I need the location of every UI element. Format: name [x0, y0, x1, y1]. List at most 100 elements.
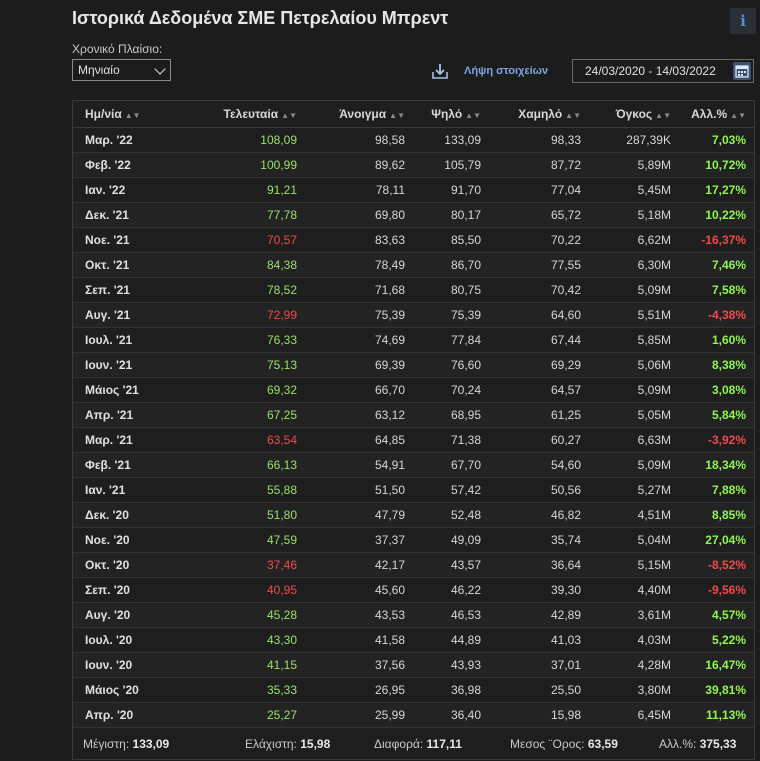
cell-open: 74,69: [305, 327, 413, 353]
cell-chg: 10,72%: [679, 152, 754, 178]
col-header-last[interactable]: Τελευταία ▲▼: [169, 101, 305, 128]
cell-last: 67,25: [169, 402, 305, 428]
sort-icon: ▲▼: [124, 111, 141, 120]
cell-chg: 39,81%: [679, 677, 754, 703]
cell-open: 37,37: [305, 527, 413, 553]
cell-low: 36,64: [489, 552, 589, 578]
cell-open: 78,11: [305, 177, 413, 203]
cell-vol: 5,15M: [589, 552, 679, 578]
cell-vol: 5,51M: [589, 302, 679, 328]
cell-vol: 5,89M: [589, 152, 679, 178]
cell-date: Σεπ. '20: [73, 577, 169, 603]
cell-last: 55,88: [169, 477, 305, 503]
col-header-volume[interactable]: Όγκος ▲▼: [589, 101, 679, 128]
table-row: Μάιος '21 69,32 66,70 70,24 64,57 5,09M 3,08%: [73, 377, 754, 403]
cell-date: Φεβ. '21: [73, 452, 169, 478]
cell-last: 72,99: [169, 302, 305, 328]
summary-diff: Διαφορά: 117,11: [374, 737, 462, 751]
calendar-button[interactable]: [733, 62, 751, 80]
sort-icon: ▲▼: [565, 111, 581, 120]
cell-low: 60,27: [489, 427, 589, 453]
cell-low: 25,50: [489, 677, 589, 703]
cell-vol: 4,51M: [589, 502, 679, 528]
timeframe-value: Μηνιαίο: [78, 63, 120, 77]
timeframe-select[interactable]: Μηνιαίο: [72, 59, 171, 81]
cell-date: Μάιος '20: [73, 677, 169, 703]
page-title: Ιστορικά Δεδομένα ΣΜΕ Πετρελαίου Μπρεντ: [72, 8, 449, 28]
cell-open: 69,80: [305, 202, 413, 228]
cell-low: 46,82: [489, 502, 589, 528]
table-row: Ιουλ. '20 43,30 41,58 44,89 41,03 4,03M 5,22%: [73, 627, 754, 653]
cell-high: 86,70: [413, 252, 489, 278]
table-row: Αυγ. '20 45,28 43,53 46,53 42,89 3,61M 4,57%: [73, 602, 754, 628]
cell-vol: 5,09M: [589, 452, 679, 478]
col-header-change[interactable]: Αλλ.% ▲▼: [679, 101, 754, 128]
cell-date: Νοε. '21: [73, 227, 169, 253]
table-row: Ιαν. '21 55,88 51,50 57,42 50,56 5,27M 7,88%: [73, 477, 754, 503]
sort-icon: ▲▼: [465, 111, 481, 120]
cell-vol: 5,04M: [589, 527, 679, 553]
table-row: Απρ. '20 25,27 25,99 36,40 15,98 6,45M 11,13%: [73, 702, 754, 728]
cell-vol: 3,61M: [589, 602, 679, 628]
table-row: Ιουλ. '21 76,33 74,69 77,84 67,44 5,85M 1,60%: [73, 327, 754, 353]
cell-last: 43,30: [169, 627, 305, 653]
cell-vol: 5,05M: [589, 402, 679, 428]
cell-vol: 5,45M: [589, 177, 679, 203]
cell-high: 71,38: [413, 427, 489, 453]
cell-low: 39,30: [489, 577, 589, 603]
cell-last: 77,78: [169, 202, 305, 228]
col-header-date[interactable]: Ημ/νία ▲▼: [73, 101, 169, 128]
info-icon: i: [740, 12, 746, 30]
table-row: Μάιος '20 35,33 26,95 36,98 25,50 3,80M 39,81%: [73, 677, 754, 703]
sort-icon: ▲▼: [389, 111, 405, 120]
cell-high: 67,70: [413, 452, 489, 478]
cell-high: 85,50: [413, 227, 489, 253]
sort-icon: ▲▼: [730, 111, 746, 120]
cell-vol: 287,39K: [589, 127, 679, 153]
table-row: Σεπ. '21 78,52 71,68 80,75 70,42 5,09M 7,58%: [73, 277, 754, 303]
date-range-picker[interactable]: 24/03/2020 - 14/03/2022: [572, 59, 754, 83]
col-header-low[interactable]: Χαμηλό ▲▼: [489, 101, 589, 128]
table-row: Ιουν. '21 75,13 69,39 76,60 69,29 5,06M 8,38%: [73, 352, 754, 378]
info-button[interactable]: i: [730, 8, 756, 34]
cell-date: Νοε. '20: [73, 527, 169, 553]
cell-open: 41,58: [305, 627, 413, 653]
download-data-label: Λήψη στοιχείων: [464, 65, 549, 77]
cell-low: 87,72: [489, 152, 589, 178]
cell-high: 46,53: [413, 602, 489, 628]
table-header-row: Ημ/νία ▲▼ Τελευταία ▲▼ Άνοιγμα ▲▼ Ψηλό ▲▼ Χα…: [73, 101, 754, 128]
col-header-high[interactable]: Ψηλό ▲▼: [413, 101, 489, 128]
cell-last: 69,32: [169, 377, 305, 403]
cell-vol: 4,03M: [589, 627, 679, 653]
cell-chg: -3,92%: [679, 427, 754, 453]
cell-open: 42,17: [305, 552, 413, 578]
timeframe-label: Χρονικό Πλαίσιο:: [72, 42, 163, 56]
cell-chg: 7,58%: [679, 277, 754, 303]
cell-high: 76,60: [413, 352, 489, 378]
cell-last: 47,59: [169, 527, 305, 553]
col-header-open[interactable]: Άνοιγμα ▲▼: [305, 101, 413, 128]
cell-open: 63,12: [305, 402, 413, 428]
cell-last: 75,13: [169, 352, 305, 378]
cell-vol: 6,45M: [589, 702, 679, 728]
cell-low: 70,22: [489, 227, 589, 253]
cell-last: 70,57: [169, 227, 305, 253]
download-data-button[interactable]: Λήψη στοιχείων: [420, 58, 560, 84]
cell-date: Ιουν. '20: [73, 652, 169, 678]
cell-chg: 17,27%: [679, 177, 754, 203]
cell-open: 66,70: [305, 377, 413, 403]
cell-date: Μαρ. '21: [73, 427, 169, 453]
cell-high: 80,17: [413, 202, 489, 228]
cell-last: 84,38: [169, 252, 305, 278]
cell-last: 91,21: [169, 177, 305, 203]
cell-date: Φεβ. '22: [73, 152, 169, 178]
cell-open: 78,49: [305, 252, 413, 278]
cell-last: 78,52: [169, 277, 305, 303]
table-row: Αυγ. '21 72,99 75,39 75,39 64,60 5,51M -4,38%: [73, 302, 754, 328]
cell-date: Ιαν. '21: [73, 477, 169, 503]
cell-last: 25,27: [169, 702, 305, 728]
date-range-value: 24/03/2020 - 14/03/2022: [585, 64, 716, 78]
cell-vol: 6,30M: [589, 252, 679, 278]
cell-date: Σεπ. '21: [73, 277, 169, 303]
cell-low: 65,72: [489, 202, 589, 228]
